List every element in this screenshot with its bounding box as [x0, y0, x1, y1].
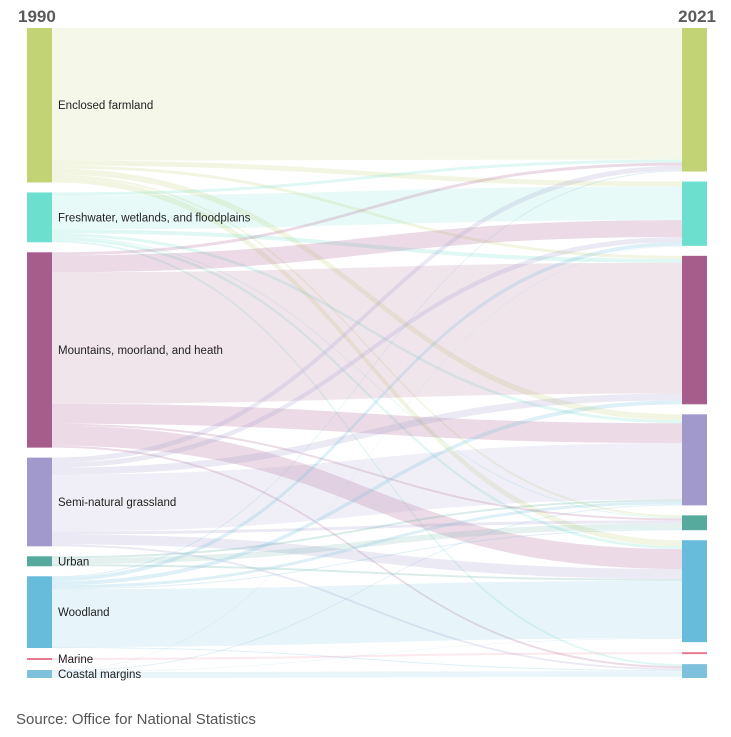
flow-woodland-to-mountains[interactable] — [52, 400, 682, 586]
flow-freshwater-to-seminatural[interactable] — [52, 233, 682, 424]
node-1990-freshwater[interactable] — [27, 192, 52, 243]
flow-seminatural-to-freshwater[interactable] — [52, 236, 682, 468]
flow-enclosed_farmland-to-freshwater[interactable] — [52, 160, 682, 187]
source-note: Source: Office for National Statistics — [16, 711, 256, 728]
flow-urban-to-seminatural[interactable] — [52, 499, 682, 559]
flow-freshwater-to-mountains[interactable] — [52, 229, 682, 263]
left-year-label: 1990 — [18, 7, 56, 26]
flow-mountains-to-enclosed_farmland[interactable] — [52, 162, 682, 256]
node-label-seminatural: Semi-natural grassland — [58, 497, 176, 509]
links-layer — [52, 28, 682, 678]
flow-coastal-to-freshwater[interactable] — [52, 245, 682, 671]
node-1990-mountains[interactable] — [27, 252, 52, 448]
node-label-woodland: Woodland — [58, 607, 110, 619]
node-label-freshwater: Freshwater, wetlands, and floodplains — [58, 212, 251, 224]
node-1990-coastal[interactable] — [27, 670, 52, 678]
node-label-marine: Marine — [58, 654, 93, 666]
flow-urban-to-woodland[interactable] — [52, 564, 682, 581]
node-1990-enclosed_farmland[interactable] — [27, 28, 52, 183]
flow-mountains-to-woodland[interactable] — [52, 425, 682, 569]
node-2021-enclosed_farmland[interactable] — [682, 28, 707, 172]
flow-freshwater-to-woodland[interactable] — [52, 237, 682, 550]
node-label-coastal: Coastal margins — [58, 669, 141, 681]
flow-seminatural-to-enclosed_farmland[interactable] — [52, 165, 682, 463]
node-label-mountains: Mountains, moorland, and heath — [58, 345, 223, 357]
flow-enclosed_farmland-to-enclosed_farmland[interactable] — [52, 28, 682, 161]
node-1990-woodland[interactable] — [27, 576, 52, 649]
node-2021-seminatural[interactable] — [682, 414, 707, 506]
node-label-enclosed_farmland: Enclosed farmland — [58, 100, 153, 112]
flow-marine-to-marine[interactable] — [52, 652, 682, 661]
flow-enclosed_farmland-to-seminatural[interactable] — [52, 168, 682, 421]
flow-freshwater-to-enclosed_farmland[interactable] — [52, 159, 682, 196]
flow-seminatural-to-urban[interactable] — [52, 520, 682, 535]
flow-mountains-to-coastal[interactable] — [52, 445, 682, 669]
flow-seminatural-to-mountains[interactable] — [52, 393, 682, 475]
flow-mountains-to-mountains[interactable] — [52, 262, 682, 404]
flow-enclosed_farmland-to-mountains[interactable] — [52, 165, 682, 259]
flow-woodland-to-woodland[interactable] — [52, 580, 682, 648]
node-1990-seminatural[interactable] — [27, 457, 52, 547]
flow-mountains-to-seminatural[interactable] — [52, 403, 682, 444]
flow-coastal-to-seminatural[interactable] — [52, 504, 682, 672]
node-2021-urban[interactable] — [682, 515, 707, 531]
flow-woodland-to-coastal[interactable] — [52, 647, 682, 672]
node-2021-coastal[interactable] — [682, 664, 707, 678]
flow-woodland-to-enclosed_farmland[interactable] — [52, 170, 682, 578]
flow-coastal-to-coastal[interactable] — [52, 671, 682, 678]
node-2021-marine[interactable] — [682, 652, 707, 655]
flow-seminatural-to-seminatural[interactable] — [52, 443, 682, 532]
flow-enclosed_farmland-to-urban[interactable] — [52, 174, 682, 518]
flow-urban-to-urban[interactable] — [52, 523, 682, 565]
node-1990-urban[interactable] — [27, 556, 52, 567]
flow-seminatural-to-coastal[interactable] — [52, 544, 682, 671]
node-label-urban: Urban — [58, 556, 89, 568]
nodes-layer — [27, 28, 707, 678]
flow-woodland-to-urban[interactable] — [52, 529, 682, 590]
flow-mountains-to-urban[interactable] — [52, 423, 682, 521]
flow-freshwater-to-urban[interactable] — [52, 236, 682, 519]
node-2021-freshwater[interactable] — [682, 181, 707, 246]
flow-freshwater-to-freshwater[interactable] — [52, 186, 682, 230]
flow-seminatural-to-woodland[interactable] — [52, 534, 682, 579]
flow-woodland-to-seminatural[interactable] — [52, 501, 682, 589]
right-year-label: 2021 — [678, 7, 716, 26]
flow-freshwater-to-coastal[interactable] — [52, 240, 682, 667]
node-1990-marine[interactable] — [27, 658, 52, 661]
node-2021-woodland[interactable] — [682, 540, 707, 643]
node-2021-mountains[interactable] — [682, 255, 707, 405]
flow-woodland-to-freshwater[interactable] — [52, 241, 682, 582]
labels-layer: Enclosed farmland Freshwater, wetlands, a… — [58, 100, 251, 681]
flow-enclosed_farmland-to-woodland[interactable] — [52, 176, 682, 547]
flow-coastal-to-woodland[interactable] — [52, 638, 682, 673]
flow-mountains-to-freshwater[interactable] — [52, 220, 682, 273]
